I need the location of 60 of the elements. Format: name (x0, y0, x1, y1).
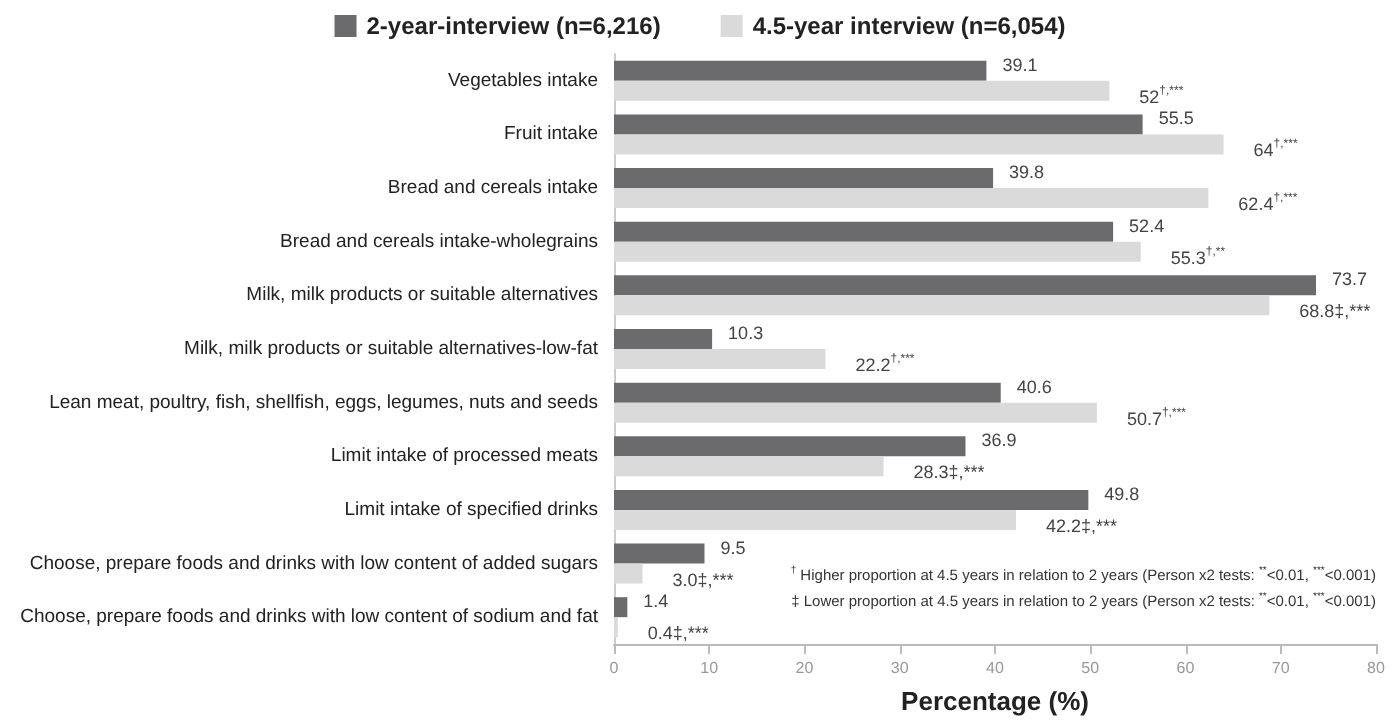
bar (614, 489, 1089, 510)
x-tick-label: 20 (795, 659, 815, 677)
x-tick-label: 30 (890, 659, 910, 677)
bar (614, 221, 1114, 242)
y-tick-label: Milk, milk products or suitable alternatives-low-fat (184, 338, 599, 360)
data-label: 49.8 (1104, 483, 1140, 504)
data-label: 40.6 (1016, 376, 1052, 397)
bar (614, 168, 994, 189)
bar (614, 134, 1224, 155)
y-tick-label: Vegetables intake (447, 69, 598, 92)
bar (614, 456, 884, 477)
data-label: 10.3 (728, 323, 764, 343)
data-label: 36.9 (981, 430, 1017, 451)
bar (614, 563, 643, 584)
y-tick-label: Fruit intake (504, 123, 598, 146)
bar (614, 382, 1001, 403)
bar (614, 80, 1110, 101)
bar (614, 188, 1209, 209)
bar (614, 597, 628, 618)
bar (614, 114, 1143, 135)
data-label: 39.1 (1002, 54, 1038, 75)
y-tick-label: Milk, milk products or suitable alternatives (246, 284, 599, 307)
x-tick-label: 50 (1081, 659, 1101, 677)
data-label: 9.5 (720, 537, 746, 558)
data-label: 3.0‡,*** (672, 569, 735, 590)
data-label: 28.3‡,*** (913, 462, 986, 483)
data-label: 55.5 (1158, 108, 1194, 129)
bar (614, 402, 1097, 423)
bar (614, 241, 1141, 262)
bar (614, 60, 987, 81)
bar (614, 509, 1016, 530)
data-label: 1.4 (643, 591, 669, 612)
data-label: 73.7 (1331, 269, 1368, 290)
x-tick-label: 60 (1176, 659, 1196, 677)
y-tick-label: Choose, prepare foods and drinks with low content of added sugars (29, 552, 599, 575)
y-tick-label: Bread and cereals intake (387, 177, 598, 200)
x-tick-label: 80 (1367, 659, 1386, 677)
x-tick-label: 10 (700, 659, 720, 677)
y-tick-label: Limit intake of processed meats (330, 445, 599, 468)
bar (614, 349, 826, 369)
x-axis-title: Percentage (%) (901, 686, 1089, 716)
y-tick-label: Choose, prepare foods and drinks with low content of sodium and fat (20, 606, 599, 629)
data-label: 68.8‡,*** (1299, 301, 1372, 322)
legend-label: 4.5-year interview (n=6,054) (752, 12, 1066, 40)
bar (614, 329, 713, 349)
data-label: 0.4‡,*** (647, 623, 710, 644)
legend-label: 2-year-interview (n=6,216) (366, 12, 661, 40)
y-tick-label: Limit intake of specified drinks (344, 498, 599, 521)
y-tick-label: Lean meat, poultry, fish, shellfish, eggs, legumes, nuts and seeds (49, 391, 599, 414)
bar (614, 436, 966, 457)
x-tick-label: 0 (609, 659, 620, 677)
y-tick-label: Bread and cereals intake-wholegrains (280, 230, 599, 253)
data-label: 39.8 (1009, 162, 1045, 183)
x-tick-label: 40 (986, 659, 1005, 677)
x-tick-label: 70 (1271, 659, 1291, 677)
bar (614, 543, 705, 564)
bar (614, 295, 1270, 316)
bar (614, 275, 1316, 296)
data-label: 52.4 (1129, 215, 1165, 236)
data-label: 42.2‡,*** (1045, 515, 1119, 536)
